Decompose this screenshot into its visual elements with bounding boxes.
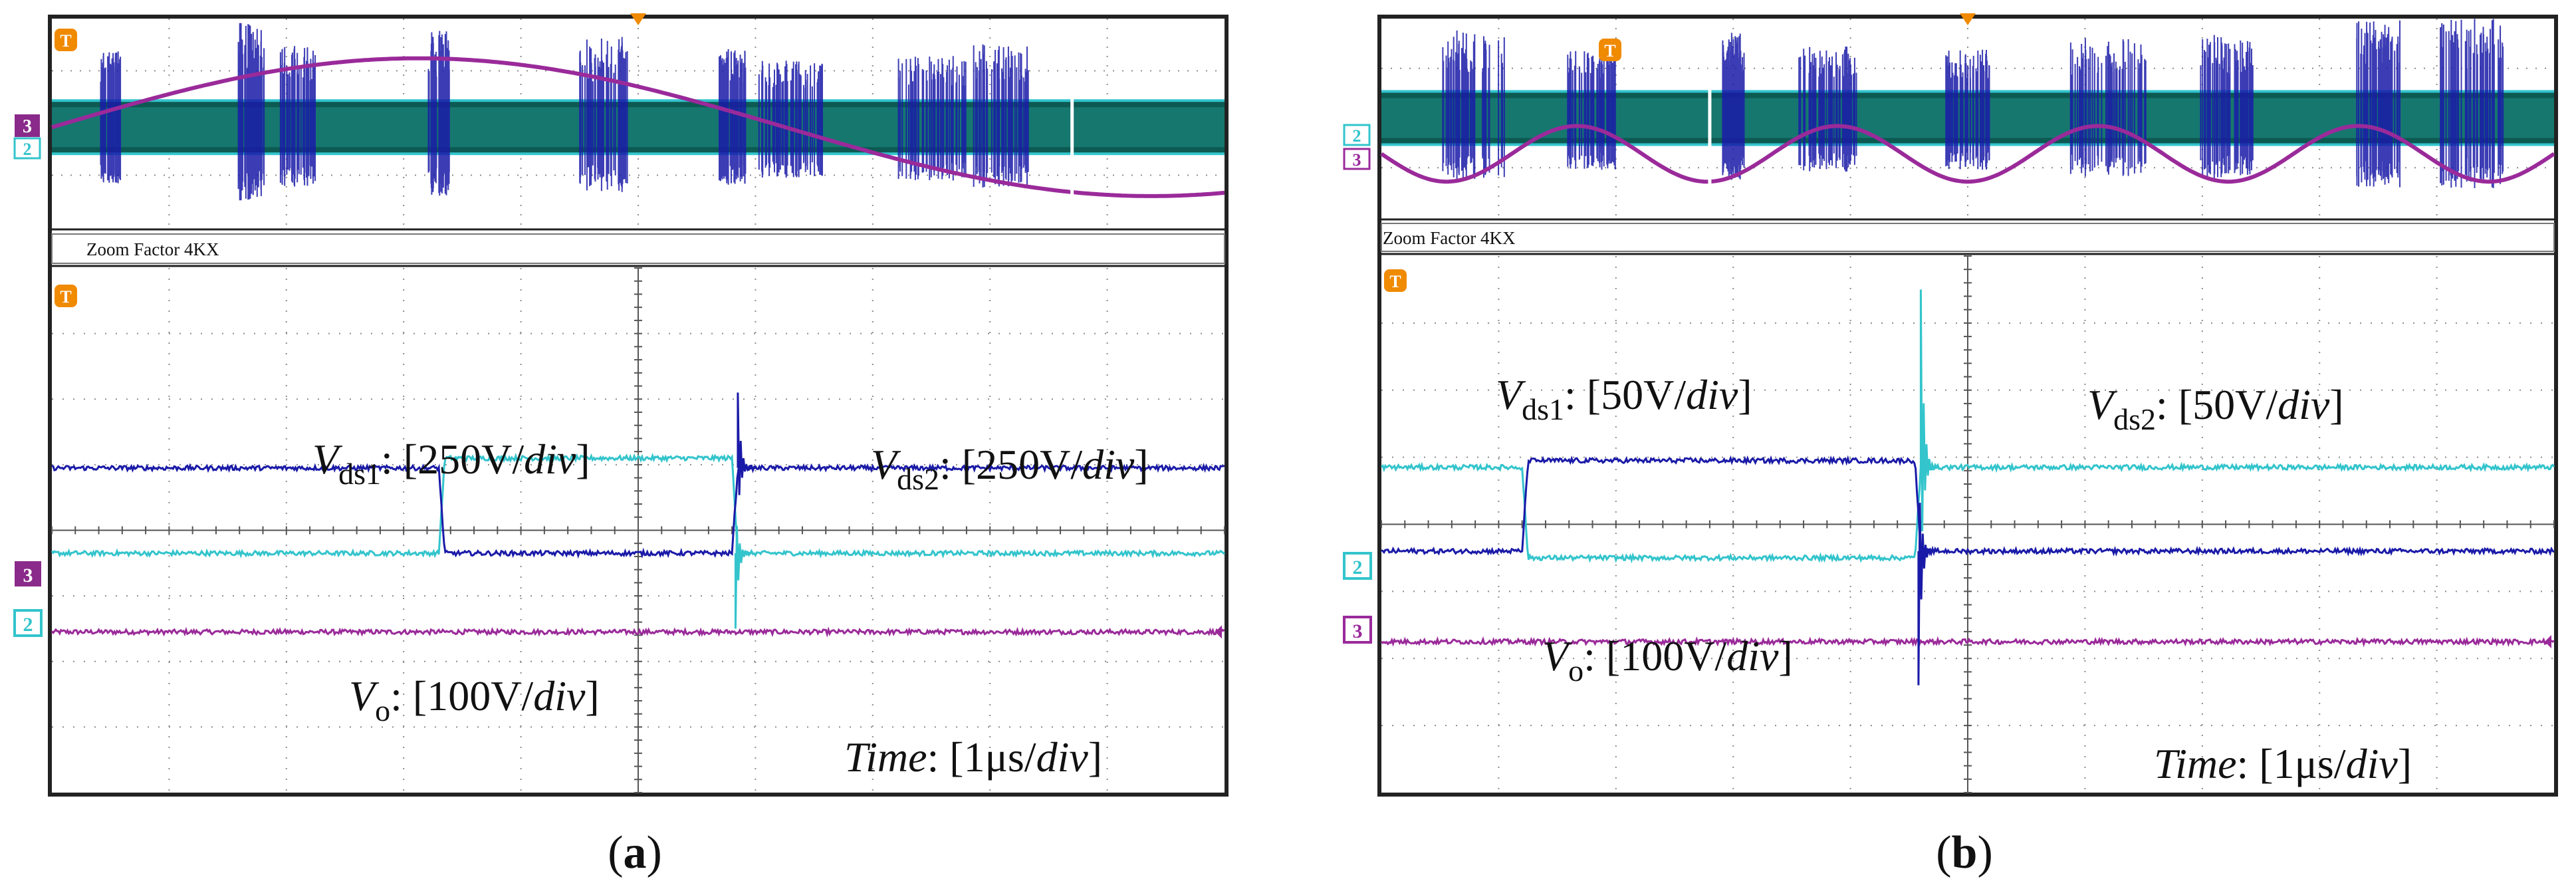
panel-a-ch2-marker: 2	[13, 609, 43, 637]
panel-b-ch3-marker: 3	[1343, 616, 1372, 644]
spike-vds2	[734, 526, 754, 629]
ov-burst	[973, 44, 1029, 188]
panel-a-label-vo: Vo: [100V/div]	[349, 672, 600, 727]
ov-switching-band-inner	[52, 107, 1225, 148]
ov-burst	[2356, 20, 2400, 188]
ov-burst	[1798, 47, 1857, 172]
panel-a-ch3-marker-ov: 3	[15, 114, 40, 137]
svg-text:T: T	[60, 287, 71, 307]
svg-text:2: 2	[1353, 126, 1361, 146]
panel-a-zoom-bar	[51, 233, 1225, 264]
svg-text:2: 2	[23, 614, 33, 636]
spike-vds1	[737, 392, 756, 495]
panel-b-ch2-marker: 2	[1343, 552, 1372, 580]
svg-text:2: 2	[1353, 557, 1363, 578]
panel-a-ch2-marker-ov: 2	[13, 137, 41, 160]
ov-trigger-arrow	[1960, 13, 1976, 25]
panel-a-label-vds2: Vds2: [250V/div]	[871, 441, 1149, 496]
panel-a-ch3-marker: 3	[15, 561, 41, 586]
panel-b-ch3-marker-ov: 3	[1343, 148, 1371, 170]
ov-burst	[1442, 30, 1505, 182]
panel-a-trigger-marker: T	[55, 29, 77, 51]
panel-b-caption: (b)	[1936, 827, 1993, 878]
ov-burst	[897, 56, 967, 181]
panel-b-zoom-label: Zoom Factor 4KX	[1383, 228, 1516, 248]
panel-a-label-time: Time: [1μs/div]	[844, 733, 1102, 781]
panel-a-zoom-label: Zoom Factor 4KX	[86, 239, 219, 259]
spike-vds2	[1919, 289, 1939, 532]
svg-text:T: T	[60, 31, 71, 51]
trace-vo	[51, 626, 1225, 638]
panel-b-label-vds1: Vds1: [50V/div]	[1496, 371, 1752, 426]
trace-vds1	[1381, 455, 2555, 557]
ov-burst	[1722, 33, 1745, 180]
ov-trigger-arrow	[630, 13, 646, 25]
svg-text:3: 3	[1353, 620, 1363, 642]
svg-text:2: 2	[23, 140, 32, 159]
svg-text:T: T	[1389, 272, 1401, 291]
panel-b-label-time: Time: [1μs/div]	[2154, 740, 2412, 787]
ov-burst	[100, 51, 122, 184]
panel-b-trigger-marker: T	[1599, 39, 1621, 61]
ch3-edge-marker	[1215, 625, 1222, 639]
trace-vo	[1380, 636, 2555, 648]
panel-a-caption: (a)	[608, 827, 662, 878]
panel-b-scope	[1380, 255, 2555, 793]
panel-a-overview	[51, 13, 1225, 227]
trace-vds2	[51, 452, 1226, 559]
ov-output-sine	[1380, 124, 2555, 184]
trace-vds1	[51, 462, 1225, 559]
panel-b-ch2-marker-ov: 2	[1343, 124, 1371, 146]
panel-a-trigger-marker-zoom: T	[55, 285, 77, 307]
panel-a-scope	[51, 267, 1226, 793]
panel-b-label-vds2: Vds2: [50V/div]	[2087, 381, 2344, 436]
svg-text:3: 3	[23, 116, 32, 137]
ov-burst	[427, 31, 450, 196]
ov-burst	[237, 23, 265, 201]
ov-burst	[579, 37, 628, 192]
panel-b: Zoom Factor 4KX T T 2 3 2 3 Vds1: [50V/d…	[1343, 13, 2558, 878]
ov-burst	[1567, 49, 1616, 170]
svg-text:T: T	[1604, 41, 1615, 61]
svg-text:3: 3	[23, 565, 33, 586]
panel-b-trigger-marker-zoom: T	[1384, 269, 1407, 292]
ov-burst	[1945, 49, 1990, 170]
ov-output-sine	[51, 56, 1225, 198]
panel-b-label-vo: Vo: [100V/div]	[1542, 632, 1793, 688]
ch3-edge-marker	[2545, 635, 2551, 649]
ov-burst	[2069, 38, 2147, 177]
ov-burst	[279, 46, 316, 187]
trace-vds2	[1381, 461, 2555, 564]
ov-burst	[2440, 19, 2504, 188]
panel-b-zoom-bar	[1381, 223, 2555, 252]
panel-a-label-vds1: Vds1: [250V/div]	[312, 436, 590, 491]
ov-burst	[2200, 35, 2254, 179]
panel-a: Zoom Factor 4KX T T 3 2 3 2 Vd	[13, 13, 1229, 878]
panel-b-overview	[1380, 13, 2555, 217]
svg-text:3: 3	[1353, 150, 1361, 170]
spike-vds1	[1917, 503, 1936, 686]
